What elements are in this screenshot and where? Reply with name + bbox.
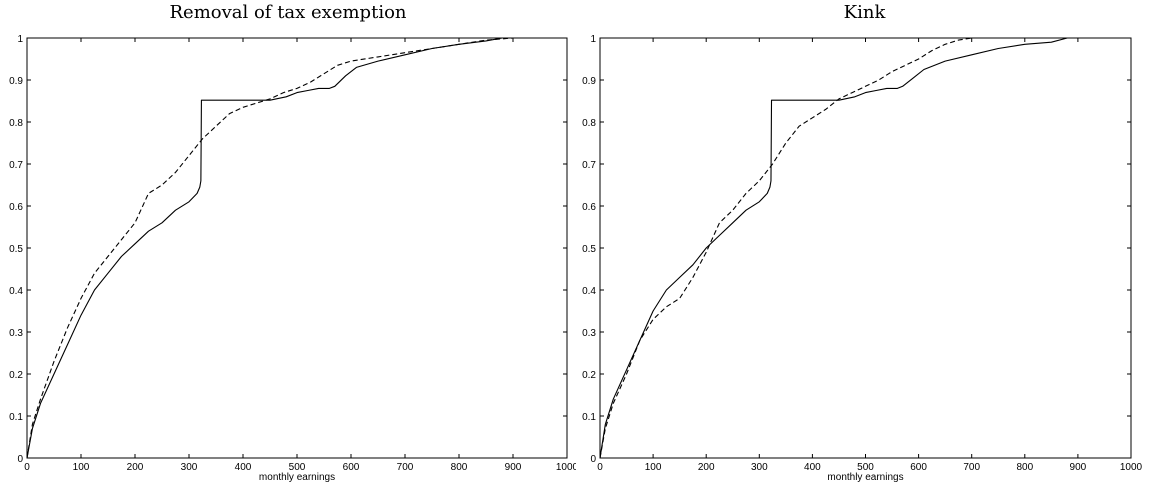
y-tick-label: 0.6	[582, 202, 596, 213]
x-tick-label: 400	[804, 462, 821, 473]
chart-removal-of-tax-exemption: Removal of tax exemption 0 100 200 300 400 50…	[0, 0, 576, 492]
x-tick-label: 0	[24, 462, 30, 473]
y-tick-label: 0.4	[9, 286, 23, 297]
y-tick-label: 1	[17, 34, 23, 45]
x-tick-label: 1000	[1120, 462, 1143, 473]
x-tick-label: 400	[235, 462, 252, 473]
x-axis-label: monthly earnings	[827, 472, 903, 483]
y-tick-label: 0.5	[582, 244, 596, 255]
y-tick-label: 0.7	[9, 160, 23, 171]
x-tick-label: 800	[451, 462, 468, 473]
y-tick-label: 0.1	[582, 412, 596, 423]
x-tick-label: 600	[910, 462, 927, 473]
plot-frame	[599, 37, 1132, 459]
y-tick-label: 0.8	[582, 118, 596, 129]
x-tick-label: 100	[73, 462, 90, 473]
plot-frame	[26, 37, 568, 459]
x-axis-label: monthly earnings	[259, 472, 335, 483]
chart-kink: Kink 0 100 200 300 400 500 600 700 800 900 1000 0 0.…	[576, 0, 1153, 492]
x-tick-label: 1000	[556, 462, 576, 473]
y-tick-label: 0.9	[9, 76, 23, 87]
y-tick-label: 0.3	[582, 328, 596, 339]
chart-title: Kink	[843, 2, 886, 23]
y-tick-label: 0.6	[9, 202, 23, 213]
chart-title: Removal of tax exemption	[169, 2, 407, 23]
y-tick-label: 0.7	[582, 160, 596, 171]
y-tick-label: 0.2	[582, 370, 596, 381]
y-tick-label: 1	[590, 34, 596, 45]
y-tick-label: 0.3	[9, 328, 23, 339]
series-line-dashed	[599, 37, 1131, 459]
y-tick-label: 0.1	[9, 412, 23, 423]
y-tick-label: 0.4	[582, 286, 596, 297]
series-line-solid	[599, 37, 1131, 459]
x-tick-label: 200	[127, 462, 144, 473]
chart-plot-svg: 0 100 200 300 400 500 600 700 800 900 1000 0 0.1 0.2 0…	[9, 34, 576, 483]
x-tick-label: 500	[289, 462, 306, 473]
y-tick-label: 0.5	[9, 244, 23, 255]
x-tick-label: 700	[397, 462, 414, 473]
x-tick-label: 900	[1070, 462, 1087, 473]
x-tick-label: 300	[751, 462, 768, 473]
series-line-solid	[26, 37, 567, 459]
x-tick-label: 0	[597, 462, 603, 473]
chart-plot-svg: 0 100 200 300 400 500 600 700 800 900 1000 0 0.1 0.2 0…	[582, 34, 1143, 483]
x-tick-label: 800	[1016, 462, 1033, 473]
series-line-dashed	[26, 37, 567, 459]
x-tick-label: 600	[343, 462, 360, 473]
y-tick-label: 0.2	[9, 370, 23, 381]
x-tick-label: 500	[857, 462, 874, 473]
y-tick-label: 0	[17, 454, 23, 465]
x-tick-label: 300	[181, 462, 198, 473]
x-tick-label: 200	[698, 462, 715, 473]
y-tick-label: 0	[590, 454, 596, 465]
x-tick-label: 900	[505, 462, 522, 473]
x-tick-label: 100	[645, 462, 662, 473]
y-tick-label: 0.9	[582, 76, 596, 87]
y-tick-label: 0.8	[9, 118, 23, 129]
x-tick-label: 700	[963, 462, 980, 473]
